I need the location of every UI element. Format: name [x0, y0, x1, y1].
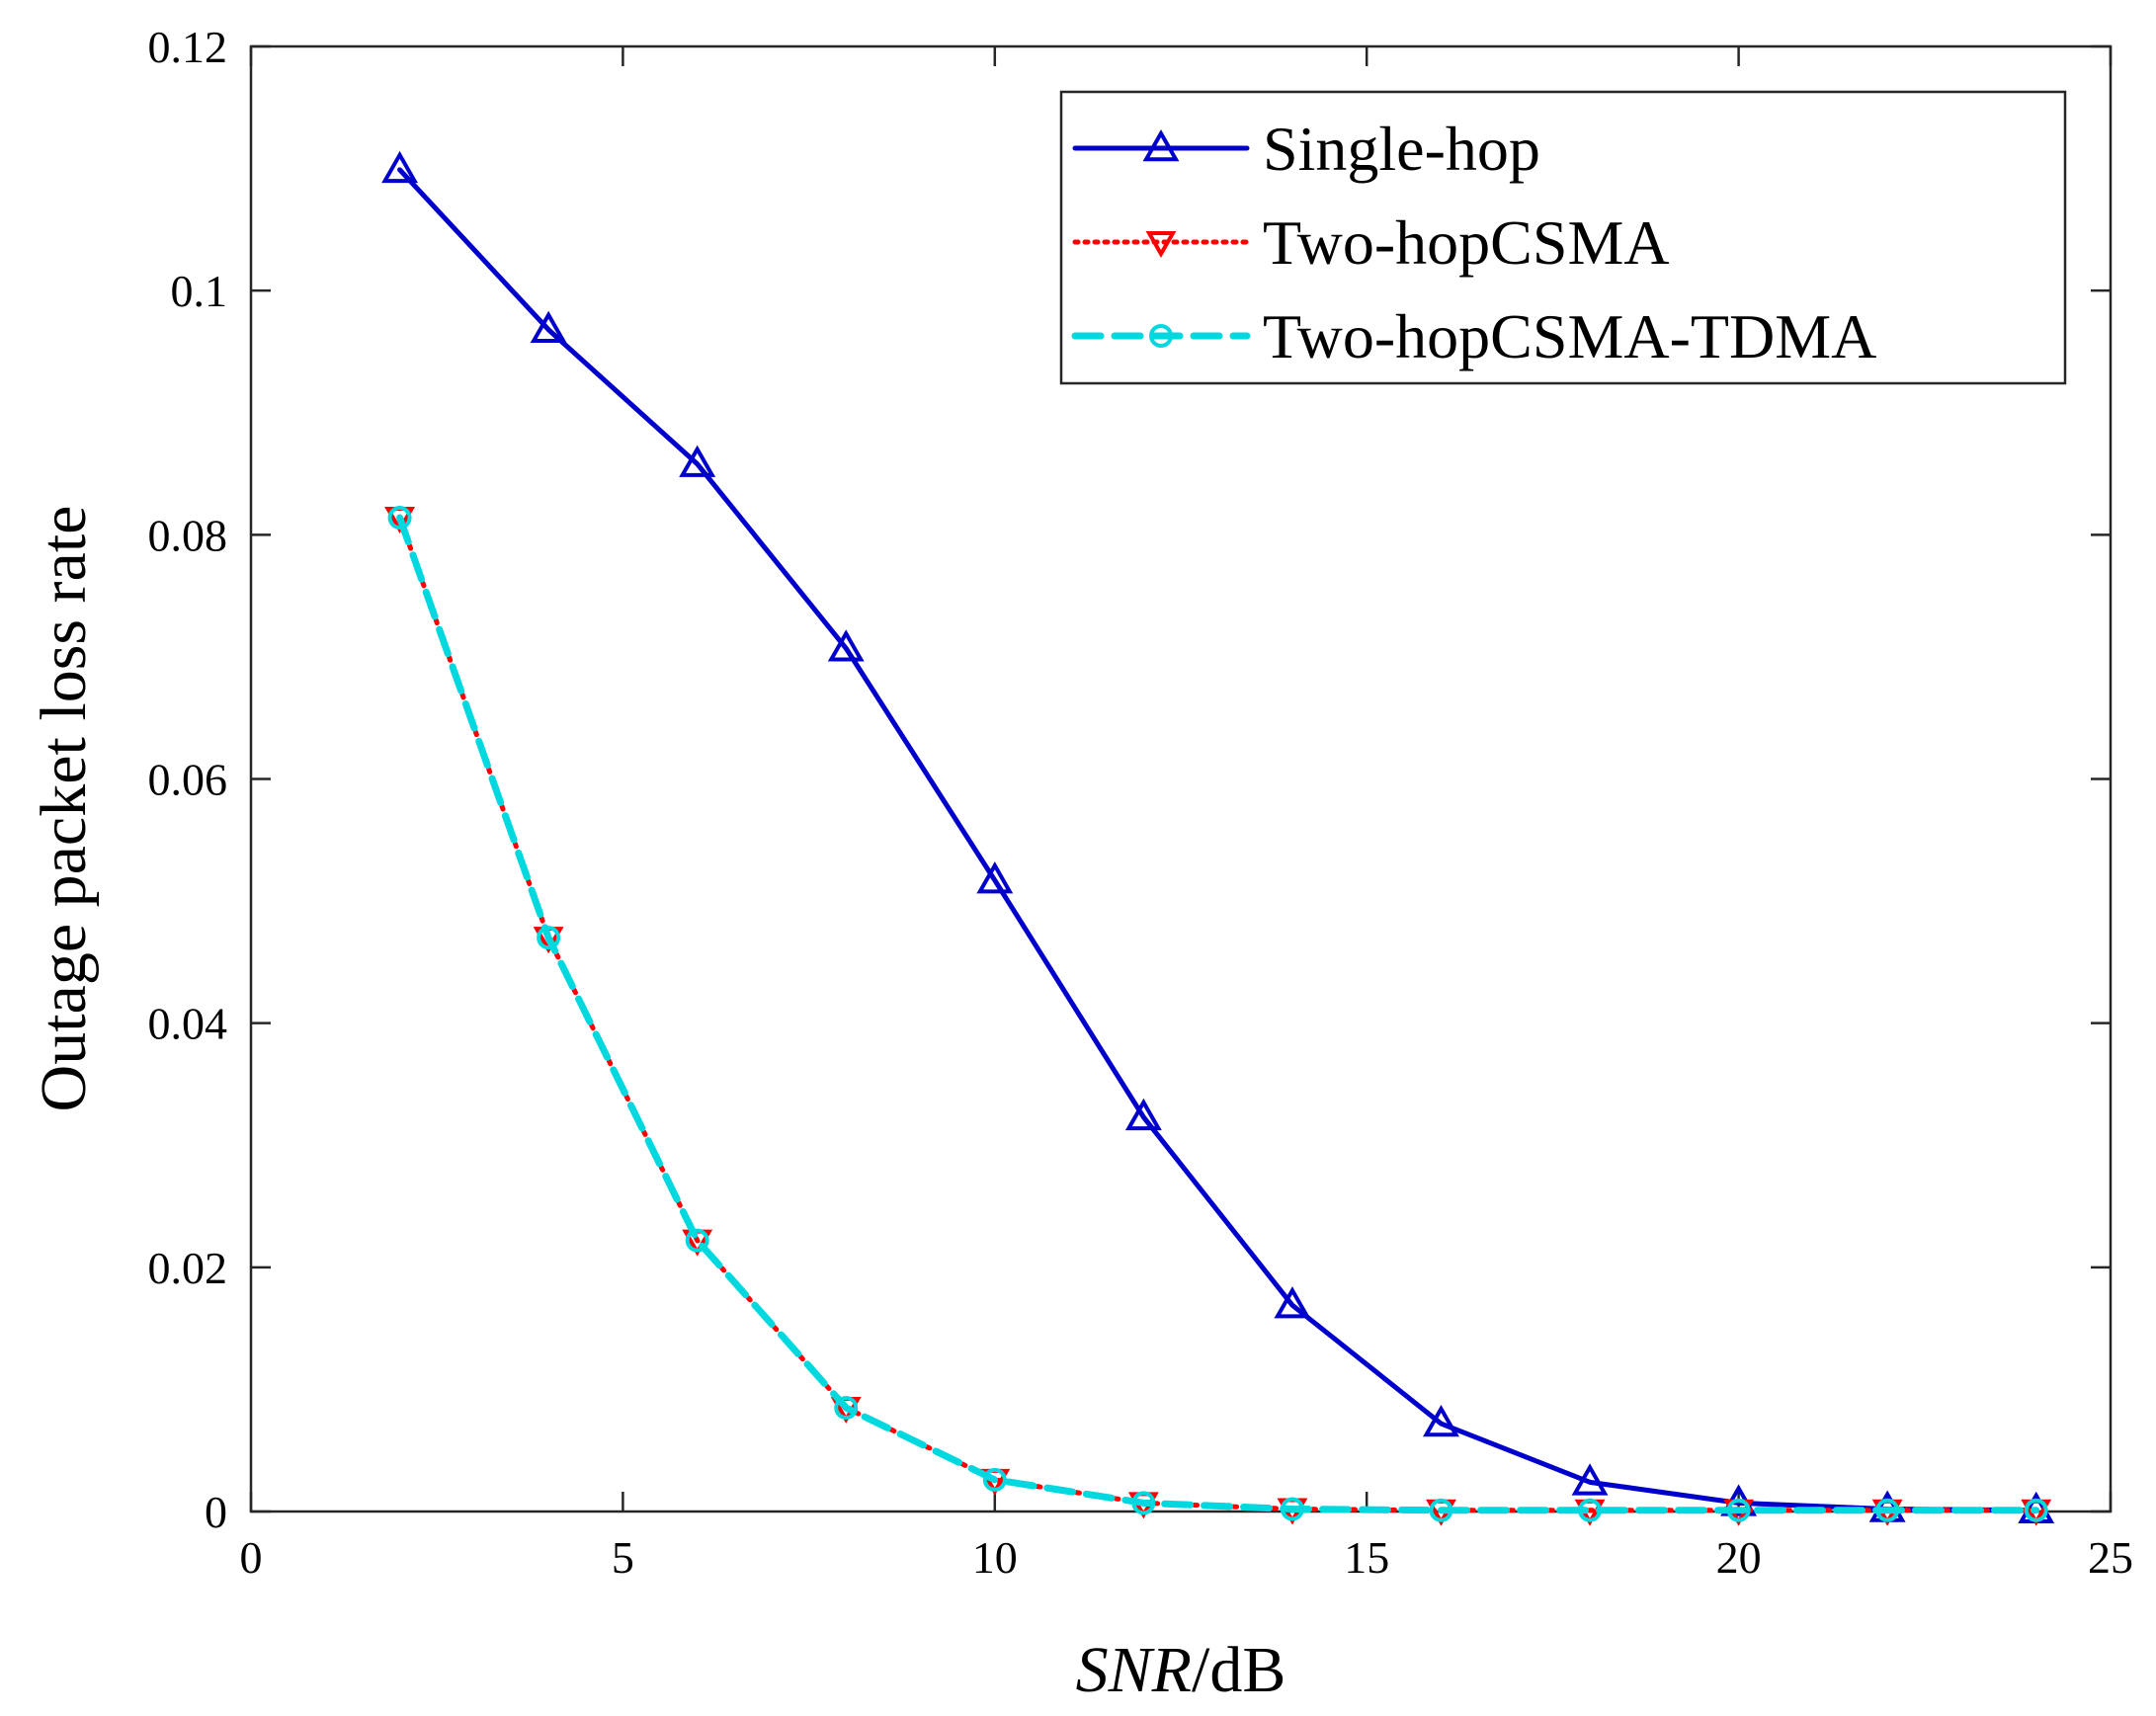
x-axis-title-italic: SNR	[1076, 1634, 1192, 1706]
series-0-point-4	[976, 861, 1014, 894]
y-tick-label-3: 0.06	[148, 755, 228, 805]
x-tick-label-4: 20	[1716, 1532, 1762, 1583]
series-layer	[381, 150, 2055, 1526]
x-axis-title: SNR/dB	[1076, 1634, 1286, 1706]
x-tick-label-1: 5	[612, 1532, 634, 1583]
x-tick-label-3: 15	[1344, 1532, 1389, 1583]
legend-box	[1059, 90, 2067, 385]
y-tick-label-6: 0.12	[148, 22, 228, 72]
series-2-point-2	[685, 1228, 709, 1253]
legend-marker-1	[1145, 231, 1177, 259]
series-2-point-11	[2024, 1498, 2048, 1522]
series-2	[387, 506, 2048, 1522]
legend-label-2: Two-hopCSMA-TDMA	[1263, 301, 1876, 371]
series-2-point-10	[1875, 1498, 1900, 1522]
series-0-point-5	[1124, 1098, 1162, 1131]
series-0-point-8	[1571, 1463, 1609, 1496]
series-0-point-3	[827, 629, 865, 662]
y-tick-label-4: 0.08	[148, 510, 228, 560]
legend-label-0: Single-hop	[1263, 114, 1540, 184]
series-2-point-6	[1280, 1497, 1304, 1521]
legend-marker-2	[1149, 324, 1173, 348]
x-tick-label-2: 10	[972, 1532, 1018, 1583]
series-2-point-4	[982, 1467, 1007, 1492]
series-2-point-9	[1726, 1498, 1751, 1522]
series-2-point-8	[1578, 1498, 1603, 1522]
x-tick-label-5: 25	[2088, 1532, 2133, 1583]
series-0-point-7	[1423, 1404, 1459, 1437]
series-2-point-5	[1131, 1491, 1156, 1515]
y-axis-title: Outage packet loss rate	[28, 506, 100, 1112]
y-tick-label-2: 0.04	[148, 999, 228, 1049]
legend: Single-hop Two-hopCSMA Two-hopCSMA-TDMA	[1059, 90, 2067, 385]
series-line-2	[396, 514, 2040, 1514]
x-tick-label-0: 0	[240, 1532, 263, 1583]
series-2-point-1	[537, 926, 561, 950]
series-2-point-0	[387, 506, 412, 531]
series-0-point-2	[679, 445, 716, 477]
axis-tick-labels: 0 5 10 15 20 25 0 0.02 0.04 0.06 0.08 0.1 0.12	[148, 22, 2134, 1583]
y-tick-label-1: 0.02	[148, 1243, 228, 1293]
series-0-point-6	[1274, 1286, 1311, 1319]
x-axis-title-unit: /dB	[1192, 1634, 1285, 1706]
series-0-point-1	[530, 310, 567, 343]
y-tick-label-5: 0.1	[171, 266, 228, 316]
series-2-point-3	[834, 1395, 859, 1420]
legend-label-1: Two-hopCSMA	[1263, 207, 1670, 278]
series-line-0	[397, 167, 2039, 1513]
y-tick-label-0: 0	[205, 1487, 227, 1537]
legend-marker-0	[1142, 128, 1180, 162]
series-2-point-7	[1429, 1498, 1453, 1522]
series-0-point-0	[381, 150, 419, 184]
